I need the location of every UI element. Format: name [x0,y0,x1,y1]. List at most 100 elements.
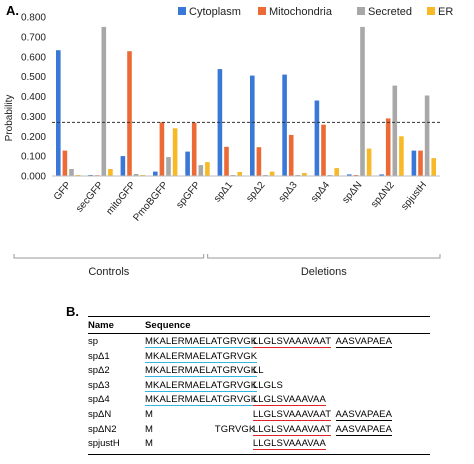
y-tick-label: 0.700 [21,32,46,43]
group-brackets: Controls Deletions [13,254,441,278]
category-label: PmoBGFP [131,180,170,224]
bar-mitochondria-11 [418,150,423,176]
y-tick-label: 0.500 [21,72,46,83]
bar-mitochondria-6 [256,147,262,176]
y-axis-label: Probability [4,95,15,142]
category-label: spΔN [340,180,364,206]
group-bracket [13,254,205,259]
bar-secreted-3 [166,157,171,176]
legend-label: Cytoplasm [189,6,241,18]
bar-secreted-0 [69,169,74,176]
sequence-segment: LLGLSVAAAVAAT [252,423,332,436]
category-label: spΔ2 [244,180,267,205]
group-label: Controls [88,266,129,278]
y-tick-label: 0.400 [21,92,46,103]
row-name: spΔN2 [88,423,117,435]
bar-cytoplasm-3 [153,171,158,176]
category-label: spGFP [174,180,203,211]
group-label: Deletions [301,266,347,278]
bar-er-10 [399,136,404,177]
legend-label: Mitochondria [269,6,333,18]
legend-swatch-cytoplasm [178,7,186,15]
bar-cytoplasm-0 [56,50,61,177]
category-label: spΔ4 [309,180,332,205]
sequence-segment: LLGLSVAAAVAA [252,394,326,407]
sequence-segment: AASVAPAEA [335,423,393,436]
bar-secreted-2 [133,174,139,176]
sequence-segment: AASVAPAEA [335,336,393,348]
y-tick-label: 0.200 [21,132,46,143]
row-name: spΔ3 [88,379,110,391]
sequence-segment: AASVAPAEA [335,409,393,421]
bar-cytoplasm-10 [379,174,384,176]
bars [56,26,436,177]
row-name: spΔ4 [88,394,110,406]
bar-er-4 [205,162,210,176]
sequence-segment: MKALERMAELATGRVGK [145,336,258,348]
bar-mitochondria-8 [321,124,326,176]
y-tick-label: 0.800 [21,13,46,24]
legend-swatch-mitochondria [258,7,266,15]
sequence-segment: M [145,409,154,420]
category-label: secGFP [74,180,106,215]
bar-mitochondria-0 [62,150,68,176]
sequence-segment: LLGLSVAAAVAAT [252,336,332,348]
sequence-segment: MKALERMAELATGRVGK [145,365,258,378]
row-name: spΔ2 [88,365,110,377]
bar-cytoplasm-7 [282,74,287,176]
bar-er-9 [366,148,372,176]
chart-legend: Cytoplasm Mitochondria Secreted ER [178,6,453,18]
y-axis: 0.000 0.100 0.200 0.300 0.400 0.500 0.600 0.700… [21,13,46,183]
y-tick-label: 0.000 [21,172,46,183]
row-name: spjustH [88,438,120,450]
bar-mitochondria-4 [191,122,197,176]
legend-swatch-er [427,7,435,15]
sequence-segment: MKALERMAELATGRVGK [145,394,258,407]
sequence-segment: M [145,438,154,450]
row-name: sp [88,336,99,347]
bar-secreted-1 [101,26,107,177]
y-tick-label: 0.300 [21,112,46,123]
sequence-segment: LL [252,365,264,377]
sequence-segment: M [145,423,154,435]
category-label: spΔ1 [212,180,235,205]
bar-mitochondria-7 [288,134,294,176]
sequence-segment: LLGLSVAAAVAA [252,438,326,451]
bar-er-1 [108,169,113,176]
bar-mitochondria-5 [224,146,229,176]
header-sequence: Sequence [145,320,191,331]
bar-er-5 [237,172,242,176]
bar-mitochondria-3 [159,122,165,176]
bar-cytoplasm-4 [185,151,190,176]
table-bottom-rule [88,453,430,455]
y-tick-label: 0.600 [21,52,46,63]
bar-secreted-11 [424,95,430,176]
bar-er-8 [334,168,339,176]
group-bracket [207,254,441,259]
bar-cytoplasm-2 [120,156,126,176]
legend-label: ER [438,6,453,18]
bar-secreted-10 [392,85,398,176]
category-label: mitoGFP [104,180,138,218]
category-label: spΔN2 [369,180,397,210]
bar-secreted-4 [198,165,204,176]
bar-mitochondria-10 [385,118,391,176]
bar-cytoplasm-9 [347,174,352,176]
bar-er-3 [172,128,178,176]
bar-cytoplasm-8 [314,100,320,176]
bar-secreted-9 [360,26,365,177]
bar-cytoplasm-11 [411,150,417,176]
table-header-rule [88,333,430,334]
sequence-segment: MKALERMAELATGRVGK [145,350,258,363]
sequence-segment: LLGLS [252,379,283,391]
legend-label: Secreted [368,6,412,18]
row-name: spΔN [88,409,112,420]
bar-er-11 [431,158,436,176]
panel-b-label: B. [66,304,79,319]
panel-a-label: A. [6,3,19,18]
sequence-segment: MKALERMAELATGRVGK [145,379,258,392]
sequence-segment: LLGLSVAAAVAAT [252,409,332,421]
category-label: GFP [52,180,74,203]
legend-swatch-secreted [357,7,365,15]
